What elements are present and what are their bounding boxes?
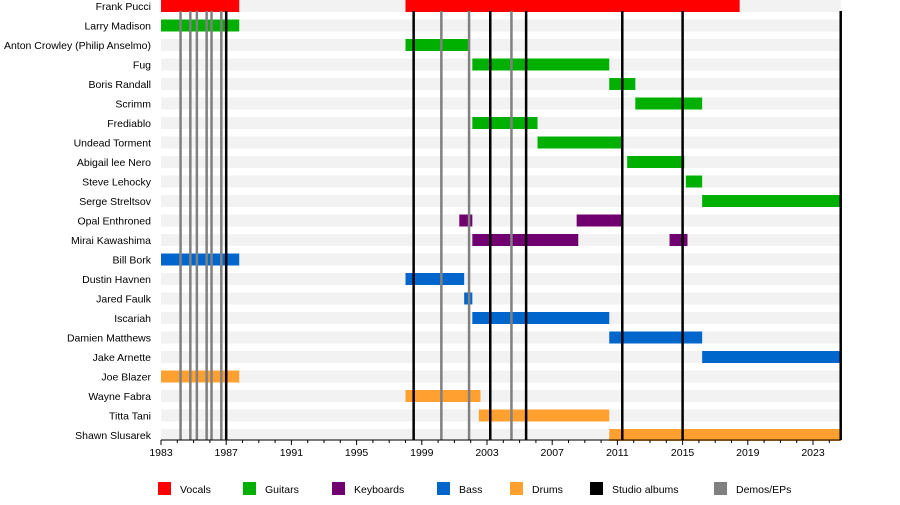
- row-stripe: [161, 19, 841, 32]
- member-name: Anton Crowley (Philip Anselmo): [4, 40, 151, 52]
- bar-bass: [702, 351, 841, 363]
- member-name: Opal Enthroned: [77, 216, 151, 228]
- row-stripe: [161, 292, 841, 305]
- bar-bass: [161, 253, 240, 266]
- bar-guitars: [537, 136, 623, 149]
- bar-guitars: [472, 58, 610, 71]
- row-stripe: [161, 390, 841, 402]
- row-stripe: [161, 370, 841, 383]
- member-name: Shawn Slusarek: [75, 430, 152, 442]
- x-tick-label: 1995: [345, 447, 369, 459]
- row-stripe: [161, 195, 841, 207]
- row-stripe: [161, 175, 841, 188]
- member-name: Larry Madison: [84, 21, 151, 33]
- member-name: Joe Blazer: [101, 372, 151, 384]
- member-name: Titta Tani: [109, 411, 151, 423]
- bar-vocals: [405, 0, 740, 12]
- member-name: Fug: [133, 60, 151, 72]
- bar-bass: [405, 273, 465, 285]
- member-name: Bill Bork: [112, 255, 151, 267]
- x-tick-label: 1991: [280, 447, 304, 459]
- bar-drums: [609, 429, 841, 441]
- bar-keyboards: [576, 214, 623, 227]
- legend-label-bass: Bass: [459, 484, 482, 496]
- row-stripe: [161, 214, 841, 227]
- member-name: Scrimm: [115, 99, 151, 111]
- member-name: Undead Torment: [74, 138, 152, 150]
- x-tick-label: 2023: [801, 447, 825, 459]
- bar-keyboards: [669, 234, 688, 246]
- x-tick-label: 1987: [215, 447, 239, 459]
- member-name: Damien Matthews: [67, 333, 151, 345]
- legend-label-guitars: Guitars: [265, 484, 299, 496]
- member-name: Mirai Kawashima: [71, 235, 151, 247]
- member-name: Iscariah: [114, 313, 151, 325]
- legend-swatch-bass: [437, 482, 450, 495]
- legend-swatch-drums: [510, 482, 523, 495]
- member-name: Frank Pucci: [96, 1, 151, 13]
- bar-guitars: [685, 175, 703, 188]
- member-name: Abigail lee Nero: [77, 157, 151, 169]
- bar-guitars: [161, 19, 240, 32]
- bar-drums: [161, 370, 240, 383]
- row-stripe: [161, 136, 841, 149]
- member-name: Dustin Havnen: [82, 274, 151, 286]
- x-tick-label: 2007: [541, 447, 565, 459]
- member-name: Steve Lehocky: [82, 177, 152, 189]
- row-stripe: [161, 156, 841, 168]
- row-stripe: [161, 97, 841, 110]
- legend-swatch-keyboards: [332, 482, 345, 495]
- x-tick-label: 2015: [671, 447, 695, 459]
- row-stripe: [161, 78, 841, 90]
- x-tick-label: 1983: [149, 447, 173, 459]
- member-name: Wayne Fabra: [88, 391, 151, 403]
- legend-label-drums: Drums: [532, 484, 563, 496]
- bar-guitars: [405, 39, 470, 51]
- bar-vocals: [161, 0, 240, 12]
- row-stripe: [161, 273, 841, 285]
- bar-guitars: [627, 156, 685, 168]
- member-bars: [161, 0, 841, 441]
- row-stripe: [161, 331, 841, 344]
- bar-guitars: [635, 97, 703, 110]
- member-name: Boris Randall: [89, 79, 151, 91]
- legend-swatch-studio: [590, 482, 603, 495]
- legend-swatch-demos: [714, 482, 727, 495]
- row-stripe: [161, 253, 841, 266]
- x-tick-label: 2011: [606, 447, 629, 459]
- bar-bass: [609, 331, 703, 344]
- legend-swatch-guitars: [243, 482, 256, 495]
- x-tick-label: 2019: [736, 447, 760, 459]
- member-name: Jared Faulk: [96, 294, 152, 306]
- legend-label-vocals: Vocals: [180, 484, 211, 496]
- x-tick-label: 2003: [475, 447, 499, 459]
- row-stripe: [161, 39, 841, 51]
- member-name: Serge Streltsov: [79, 196, 152, 208]
- bar-guitars: [702, 195, 841, 207]
- bar-bass: [472, 312, 610, 324]
- legend-swatch-vocals: [158, 482, 171, 495]
- bar-keyboards: [459, 214, 473, 227]
- release-lines: [179, 11, 842, 440]
- legend-label-demos: Demos/EPs: [736, 484, 791, 496]
- member-name: Frediablo: [107, 118, 151, 130]
- legend: Vocals Guitars Keyboards Bass Drums Studio al…: [158, 482, 791, 496]
- bar-drums: [405, 390, 481, 402]
- legend-label-studio: Studio albums: [612, 484, 679, 496]
- bar-drums: [478, 409, 610, 422]
- x-axis: 1983 1987 1991 1995 1999 2003 2007 2011 2015 2019…: [149, 439, 841, 459]
- row-stripe: [161, 351, 841, 363]
- member-labels: Frank Pucci Larry Madison Anton Crowley (P…: [4, 1, 152, 442]
- legend-label-keyboards: Keyboards: [354, 484, 404, 496]
- member-name: Jake Arnette: [93, 352, 152, 364]
- x-tick-label: 1999: [410, 447, 434, 459]
- bar-guitars: [472, 117, 538, 129]
